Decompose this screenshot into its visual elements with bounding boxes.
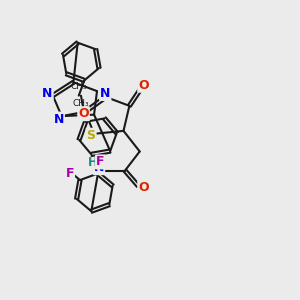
Text: F: F	[66, 167, 74, 179]
Text: O: O	[138, 79, 149, 92]
Text: O: O	[138, 181, 149, 194]
Text: N: N	[100, 87, 110, 100]
Text: N: N	[94, 161, 104, 174]
Text: N: N	[42, 87, 53, 100]
Text: F: F	[96, 155, 104, 168]
Text: CH₃: CH₃	[73, 99, 89, 108]
Text: CH₃: CH₃	[70, 82, 87, 91]
Text: O: O	[78, 107, 89, 120]
Text: H: H	[88, 156, 98, 169]
Text: N: N	[53, 112, 64, 126]
Text: S: S	[87, 129, 96, 142]
